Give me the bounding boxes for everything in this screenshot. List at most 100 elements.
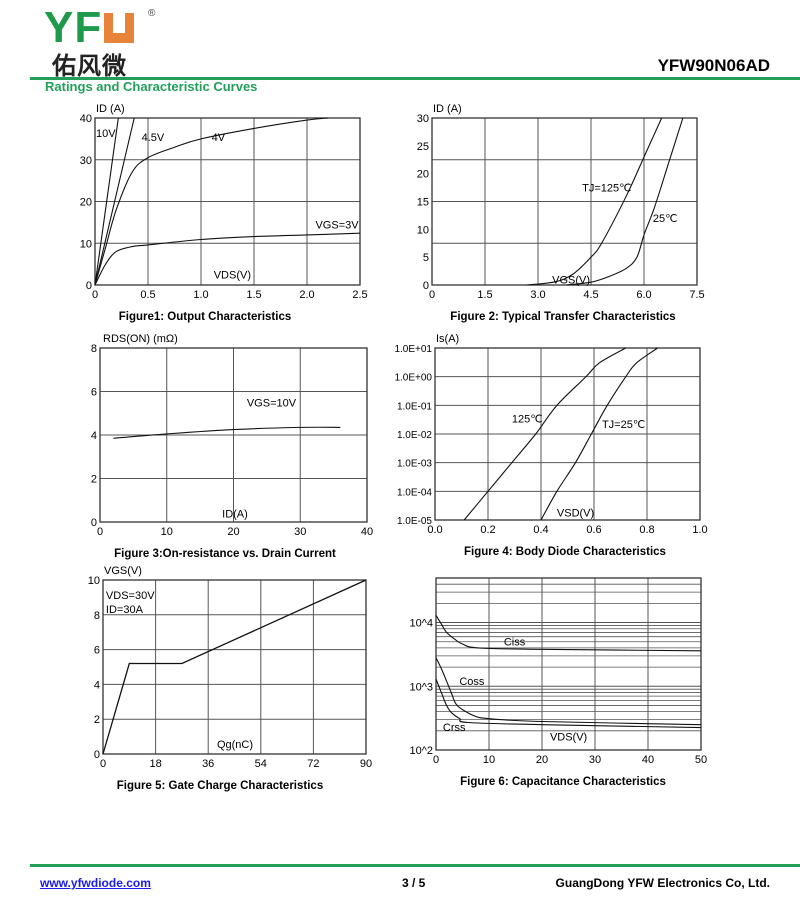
x-tick-label: 10	[483, 754, 495, 766]
registered-mark: ®	[148, 8, 156, 19]
series-line-coss	[435, 657, 702, 726]
x-tick-label: 54	[255, 758, 267, 770]
chart-title: Figure 5: Gate Charge Characteristics	[117, 780, 323, 792]
y-tick-label: 2	[94, 714, 100, 726]
y-tick-label: 1.0E-02	[397, 430, 432, 441]
x-tick-label: 0	[97, 526, 103, 538]
annotation-label: VSD(V)	[557, 508, 594, 520]
x-tick-label: 30	[294, 526, 306, 538]
annotation-label: Coss	[459, 676, 485, 688]
x-tick-label: 7.5	[689, 289, 704, 301]
x-tick-label: 1.5	[477, 289, 492, 301]
y-tick-label: 0	[94, 749, 100, 761]
x-tick-label: 0.0	[427, 524, 442, 536]
x-tick-label: 0	[429, 289, 435, 301]
y-tick-label: 10	[417, 224, 429, 236]
chart-title: Figure 2: Typical Transfer Characteristi…	[450, 311, 675, 323]
y-tick-label: 0	[86, 280, 92, 292]
y-tick-label: 20	[417, 169, 429, 181]
x-tick-label: 40	[361, 526, 373, 538]
y-axis-label: VGS(V)	[104, 565, 142, 577]
annotation-label: VDS(V)	[550, 732, 587, 744]
chart-title: Figure 6: Capacitance Characteristics	[460, 776, 666, 788]
series-line-vgs-3v	[94, 232, 361, 286]
series-line-125-	[463, 347, 627, 521]
annotation-label: 4V	[212, 132, 226, 144]
chart-1: 0 0.5 1.0 1.5 2.0 2.5 0 10 20 30 40 10V 4.5V 4V VGS=3V…	[80, 103, 368, 323]
annotation-label: Ciss	[504, 636, 526, 648]
page-number: 3 / 5	[402, 876, 426, 890]
company-name: GuangDong YFW Electronics Co, Ltd.	[555, 876, 770, 890]
annotation-label: TJ=25℃	[602, 419, 645, 431]
x-tick-label: 6.0	[636, 289, 651, 301]
y-axis-label: ID (A)	[96, 103, 125, 115]
y-tick-label: 8	[94, 610, 100, 622]
y-tick-label: 6	[94, 645, 100, 657]
annotation-label: VDS=30V	[106, 590, 155, 602]
annotation-label: Qg(nC)	[217, 739, 253, 751]
y-tick-label: 20	[80, 197, 92, 209]
x-tick-label: 2.0	[299, 289, 314, 301]
y-axis-label: ID (A)	[433, 103, 462, 115]
x-tick-label: 1.0	[193, 289, 208, 301]
y-tick-label: 4	[94, 679, 100, 691]
series-line-vgs-10v	[113, 426, 341, 439]
annotation-label: Crss	[443, 722, 466, 734]
x-tick-label: 0.8	[639, 524, 654, 536]
x-tick-label: 50	[695, 754, 707, 766]
chart-4: 0.0 0.2 0.4 0.6 0.8 1.0 1.0E-05 1.0E-04 1.0E-03 1…	[394, 333, 707, 558]
annotation-label: VGS=10V	[247, 398, 297, 410]
x-tick-label: 20	[227, 526, 239, 538]
chart-5: 0 18 36 54 72 90 0 2 4 6 8 10 VDS=30V ID=30A Qg(nC) VGS…	[88, 565, 372, 792]
annotation-label: VGS(V)	[552, 274, 590, 286]
x-tick-label: 10	[161, 526, 173, 538]
y-tick-label: 4	[91, 430, 97, 442]
plot-frame	[431, 117, 698, 286]
chart-3: 0 10 20 30 40 0 2 4 6 8 VGS=10V ID(A) RDS(ON) (mΩ) Fi…	[91, 333, 373, 560]
y-tick-label: 0	[91, 517, 97, 529]
y-tick-label: 15	[417, 197, 429, 209]
y-tick-label: 1.0E-05	[397, 516, 432, 527]
y-tick-label: 1.0E+01	[394, 344, 432, 355]
y-tick-label: 8	[91, 343, 97, 355]
annotation-label: 4.5V	[142, 132, 165, 144]
annotation-label: ID(A)	[222, 509, 248, 521]
y-tick-label: 1.0E-04	[397, 487, 432, 498]
part-number: YFW90N06AD	[657, 56, 770, 75]
x-tick-label: 1.5	[246, 289, 261, 301]
series-line-tj-25-	[540, 347, 658, 521]
annotation-label: 125℃	[512, 414, 543, 426]
x-tick-label: 1.0	[692, 524, 707, 536]
x-tick-label: 36	[202, 758, 214, 770]
y-tick-label: 0	[423, 280, 429, 292]
y-tick-label: 25	[417, 141, 429, 153]
y-tick-label: 2	[91, 474, 97, 486]
annotation-label: TJ=125℃	[582, 182, 631, 194]
x-tick-label: 0.4	[533, 524, 548, 536]
series-line-tj-125-	[527, 117, 663, 286]
website-link[interactable]: www.yfwdiode.com	[40, 876, 151, 890]
y-tick-label: 40	[80, 113, 92, 125]
plot-frame	[102, 579, 367, 755]
series-line-25-	[566, 117, 684, 286]
annotation-label: 10V	[96, 128, 116, 140]
chart-2: 0 1.5 3.0 4.5 6.0 7.5 0 5 10 15 20 25 30 TJ=125℃ 25℃ VG…	[417, 103, 705, 323]
x-tick-label: 72	[307, 758, 319, 770]
y-tick-label: 10^2	[409, 745, 433, 757]
annotation-label: VGS=3V	[315, 220, 359, 232]
x-tick-label: 30	[589, 754, 601, 766]
y-tick-label: 30	[80, 155, 92, 167]
x-tick-label: 40	[642, 754, 654, 766]
y-tick-label: 30	[417, 113, 429, 125]
x-tick-label: 18	[149, 758, 161, 770]
y-tick-label: 1.0E+00	[394, 373, 432, 384]
y-tick-label: 10	[80, 238, 92, 250]
series-line-4v	[94, 117, 329, 286]
annotation-label: VDS(V)	[214, 270, 251, 282]
section-title: Ratings and Characteristic Curves	[45, 79, 258, 94]
y-tick-label: 5	[423, 252, 429, 264]
logo: YF	[44, 6, 135, 50]
logo-chinese-text: 佑风微	[52, 52, 127, 80]
x-tick-label: 0.2	[480, 524, 495, 536]
footer-divider	[30, 864, 800, 867]
